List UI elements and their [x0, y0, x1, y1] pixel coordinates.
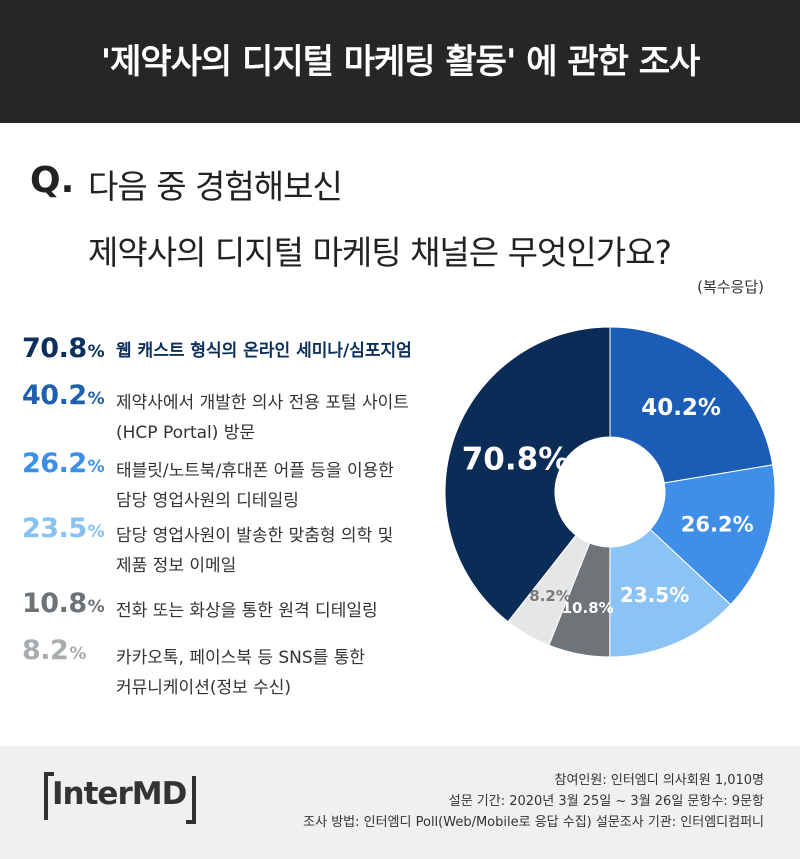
donut-data-label: 23.5% [620, 583, 689, 607]
percentage-symbol: % [87, 342, 105, 362]
result-label: 전화 또는 화상을 통한 원격 디테일링 [116, 596, 378, 626]
result-label: 웹 캐스트 형식의 온라인 세미나/심포지엄 [116, 336, 412, 366]
percentage-symbol: % [87, 389, 105, 409]
percentage-symbol: % [69, 644, 86, 664]
donut-slice [507, 534, 591, 646]
result-label: 제약사에서 개발한 의사 전용 포털 사이트 (HCP Portal) 방문 [116, 388, 409, 448]
logo-text: InterMD [52, 776, 187, 812]
percentage-symbol: % [87, 522, 105, 542]
donut-slice [649, 464, 776, 606]
logo-bracket-right [186, 776, 196, 824]
result-label-line: 담당 영업사원의 디테일링 [116, 491, 299, 511]
result-label-line: 전화 또는 화상을 통한 원격 디테일링 [116, 601, 378, 621]
percentage-symbol: % [87, 457, 105, 477]
result-label-line: 카카오톡, 페이스북 등 SNS를 통한 [116, 648, 365, 668]
result-percentage: 40.2% [22, 380, 105, 411]
intermd-logo: InterMD [44, 772, 196, 824]
survey-info: 참여인원: 인터엠디 의사회원 1,010명 설문 기간: 2020년 3월 2… [303, 770, 764, 833]
header-bar: '제약사의 디지털 마케팅 활동' 에 관한 조사 [0, 0, 800, 123]
donut-chart: 70.8% 40.2% 26.2% 23.5% 10.8%8.2% [444, 326, 776, 658]
donut-slice [609, 326, 774, 484]
donut-data-label: 40.2% [641, 395, 721, 421]
survey-participants: 참여인원: 인터엠디 의사회원 1,010명 [554, 773, 764, 788]
result-percentage: 10.8% [22, 588, 105, 619]
percentage-value: 8.2 [22, 635, 69, 666]
donut-slice [444, 326, 611, 623]
result-label-line: 제약사에서 개발한 의사 전용 포털 사이트 [116, 393, 409, 413]
result-label-line: 태블릿/노트북/휴대폰 어플 등을 이용한 [116, 461, 394, 481]
donut-slice [609, 528, 732, 658]
percentage-symbol: % [87, 597, 105, 617]
percentage-value: 23.5 [22, 513, 87, 544]
logo-bracket-left [44, 772, 54, 820]
donut-data-label: 26.2% [681, 512, 754, 536]
result-percentage: 70.8% [22, 333, 105, 364]
multiple-answer-note: (복수응답) [697, 278, 764, 296]
result-percentage: 23.5% [22, 513, 105, 544]
result-label-line: 커뮤니케이션(정보 수신) [116, 678, 292, 698]
page-title: '제약사의 디지털 마케팅 활동' 에 관한 조사 [100, 42, 701, 82]
question-line-2: 제약사의 디지털 마케팅 채널은 무엇인가요? [88, 233, 672, 272]
survey-period: 설문 기간: 2020년 3월 25일 ~ 3월 26일 문항수: 9문항 [448, 794, 764, 809]
donut-data-label: 10.8% [562, 599, 614, 617]
result-percentage: 26.2% [22, 448, 105, 479]
result-label-line: 제품 정보 이메일 [116, 556, 237, 576]
result-percentage: 8.2% [22, 635, 86, 666]
donut-data-label: 70.8% [462, 441, 570, 477]
result-label-line: 웹 캐스트 형식의 온라인 세미나/심포지엄 [116, 341, 412, 361]
donut-data-label: 8.2% [529, 587, 571, 605]
percentage-value: 10.8 [22, 588, 87, 619]
survey-method: 조사 방법: 인터엠디 Poll(Web/Mobile로 응답 수집) 설문조사… [303, 815, 764, 830]
result-label-line: 담당 영업사원이 발송한 맞춤형 의학 및 [116, 526, 394, 546]
percentage-value: 26.2 [22, 448, 87, 479]
result-label-line: (HCP Portal) 방문 [116, 423, 256, 443]
percentage-value: 40.2 [22, 380, 87, 411]
question-line-1: 다음 중 경험해보신 [88, 167, 343, 206]
percentage-value: 70.8 [22, 333, 87, 364]
footer [0, 746, 800, 859]
question-mark: Q. [30, 160, 75, 201]
